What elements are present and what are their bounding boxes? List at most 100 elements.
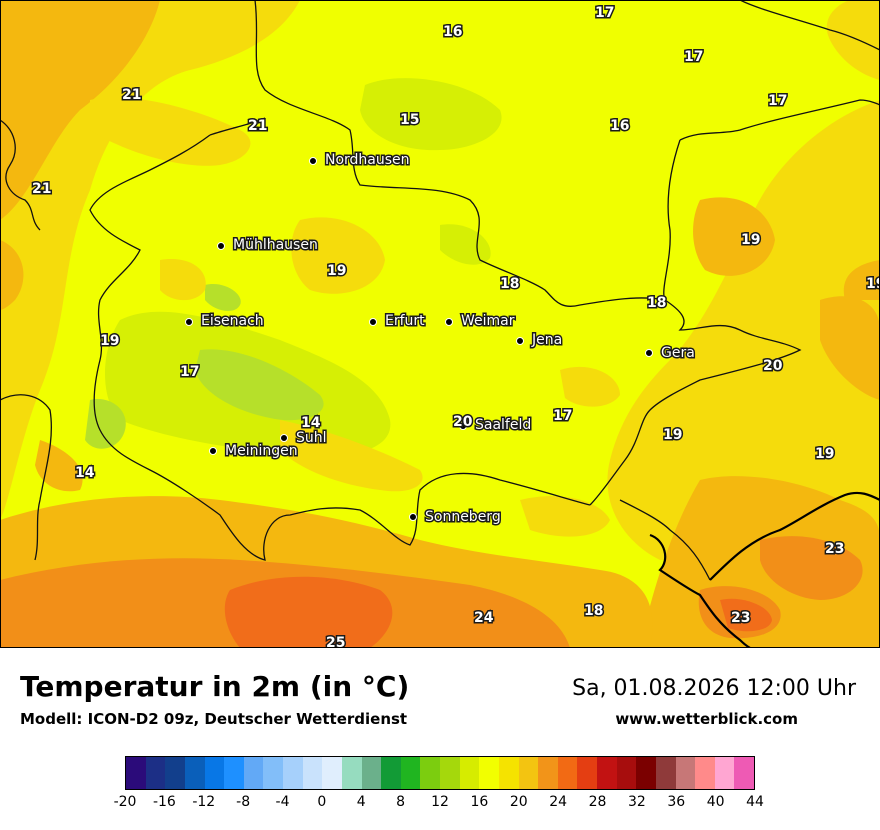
color-scale-segment: [538, 757, 558, 789]
city-label-suhl: Suhl: [296, 430, 327, 446]
color-scale-tick-label: 28: [588, 794, 607, 810]
color-scale-segment: [459, 757, 480, 789]
color-scale-segment: [184, 757, 205, 789]
color-scale-segment: [302, 757, 323, 789]
city-jena: Jena: [516, 331, 564, 350]
color-scale-segment: [695, 757, 715, 789]
color-scale-segment: [322, 757, 342, 789]
temperature-value: 18: [647, 295, 666, 311]
color-scale-segment: [243, 757, 264, 789]
temperature-value: 20: [763, 358, 783, 374]
city-suhl: Suhl: [280, 429, 328, 448]
temperature-value: 18: [584, 603, 603, 619]
city-muehlhausen: Mühlhausen: [217, 236, 319, 255]
city-weimar: Weimar: [445, 312, 516, 331]
color-scale-segment: [577, 757, 597, 789]
temperature-value: 16: [610, 118, 629, 134]
temperature-value: 23: [825, 541, 844, 557]
color-scale-segment: [616, 757, 637, 789]
color-scale-tick-label: 16: [470, 794, 489, 810]
color-scale-tick-label: 44: [746, 794, 764, 810]
temperature-value: 19: [815, 446, 834, 462]
color-scale-tick-label: 8: [396, 794, 406, 810]
map-footer: Temperatur in 2m (in °C) Modell: ICON-D2…: [0, 648, 880, 830]
color-scale-tick-label: -4: [275, 794, 290, 810]
temperature-value: 17: [684, 49, 703, 65]
color-scale-segment: [655, 757, 676, 789]
cool-region: [85, 78, 502, 457]
temperature-value: 19: [741, 232, 760, 248]
temperature-value: 17: [553, 408, 572, 424]
color-scale-segment: [126, 757, 146, 789]
color-scale: [125, 756, 755, 790]
warm-region-south: [0, 420, 653, 648]
temperature-value: 17: [595, 5, 614, 21]
color-scale-tick-label: 0: [317, 794, 327, 810]
color-scale-tick-label: 12: [431, 794, 449, 810]
city-markers: Nordhausen Mühlhausen Eisenach Erfurt We…: [185, 151, 696, 527]
temperature-map: Nordhausen Mühlhausen Eisenach Erfurt We…: [0, 0, 880, 653]
website-link[interactable]: www.wetterblick.com: [615, 710, 798, 728]
color-scale-segment: [714, 757, 735, 789]
temperature-value: 20: [453, 414, 473, 430]
color-scale-tick-label: 20: [509, 794, 528, 810]
city-nordhausen: Nordhausen: [309, 151, 411, 170]
color-scale-segment: [557, 757, 578, 789]
color-scale-segment: [400, 757, 421, 789]
color-scale-segment: [204, 757, 225, 789]
color-scale-segment: [675, 757, 696, 789]
city-label-saalfeld: Saalfeld: [475, 417, 531, 433]
color-scale-segment: [341, 757, 362, 789]
color-scale-segment: [381, 757, 401, 789]
temperature-value: 19: [866, 276, 880, 292]
color-scale-tick-label: 32: [627, 794, 646, 810]
city-saalfeld: Saalfeld: [459, 416, 533, 435]
city-sonneberg: Sonneberg: [409, 508, 502, 527]
temperature-value: 15: [400, 112, 419, 128]
temperature-value: 17: [768, 93, 787, 109]
map-canvas: Nordhausen Mühlhausen Eisenach Erfurt We…: [0, 0, 880, 653]
temperature-value: 19: [100, 333, 119, 349]
city-meiningen: Meiningen: [209, 442, 299, 461]
temperature-value: 18: [500, 276, 519, 292]
temperature-value: 21: [248, 118, 267, 134]
color-scale-tick-label: -12: [192, 794, 216, 810]
city-eisenach: Eisenach: [185, 312, 265, 331]
color-scale-tick-label: 40: [706, 794, 725, 810]
color-scale-segment: [440, 757, 460, 789]
city-erfurt: Erfurt: [369, 312, 427, 331]
color-scale-tick-label: -16: [152, 794, 176, 810]
color-scale-segment: [498, 757, 519, 789]
temperature-value: 19: [663, 427, 682, 443]
city-label-nordhausen: Nordhausen: [325, 152, 410, 168]
color-scale-tick-label: -20: [113, 794, 137, 810]
country-border: [649, 491, 880, 649]
state-borders: [0, 0, 880, 581]
color-scale-tick-label: 4: [356, 794, 366, 810]
color-scale-tick-label: 36: [667, 794, 686, 810]
color-scale-segment: [361, 757, 382, 789]
temperature-value: 25: [326, 635, 345, 648]
color-scale-segment: [263, 757, 283, 789]
color-scale-segment: [597, 757, 617, 789]
warm-region-east: [607, 0, 880, 648]
temperature-value: 24: [474, 610, 494, 626]
city-label-weimar: Weimar: [461, 313, 515, 329]
city-gera: Gera: [645, 344, 696, 363]
temperature-value: 21: [122, 87, 141, 103]
city-label-eisenach: Eisenach: [201, 313, 264, 329]
city-label-muehlhausen: Mühlhausen: [233, 237, 318, 253]
warm-region-center: [160, 197, 775, 407]
temperature-value: 14: [75, 465, 95, 481]
color-scale-segment: [283, 757, 303, 789]
temperature-value: 17: [180, 364, 199, 380]
temperature-value: 21: [32, 181, 51, 197]
color-scale-tick-label: -8: [236, 794, 251, 810]
city-label-erfurt: Erfurt: [385, 313, 425, 329]
color-scale-segment: [165, 757, 185, 789]
color-scale-segment: [734, 757, 754, 789]
temperature-value: 16: [443, 24, 462, 40]
city-label-jena: Jena: [531, 332, 562, 348]
warm-region-west: [0, 0, 300, 520]
map-title: Temperatur in 2m (in °C): [20, 670, 410, 703]
